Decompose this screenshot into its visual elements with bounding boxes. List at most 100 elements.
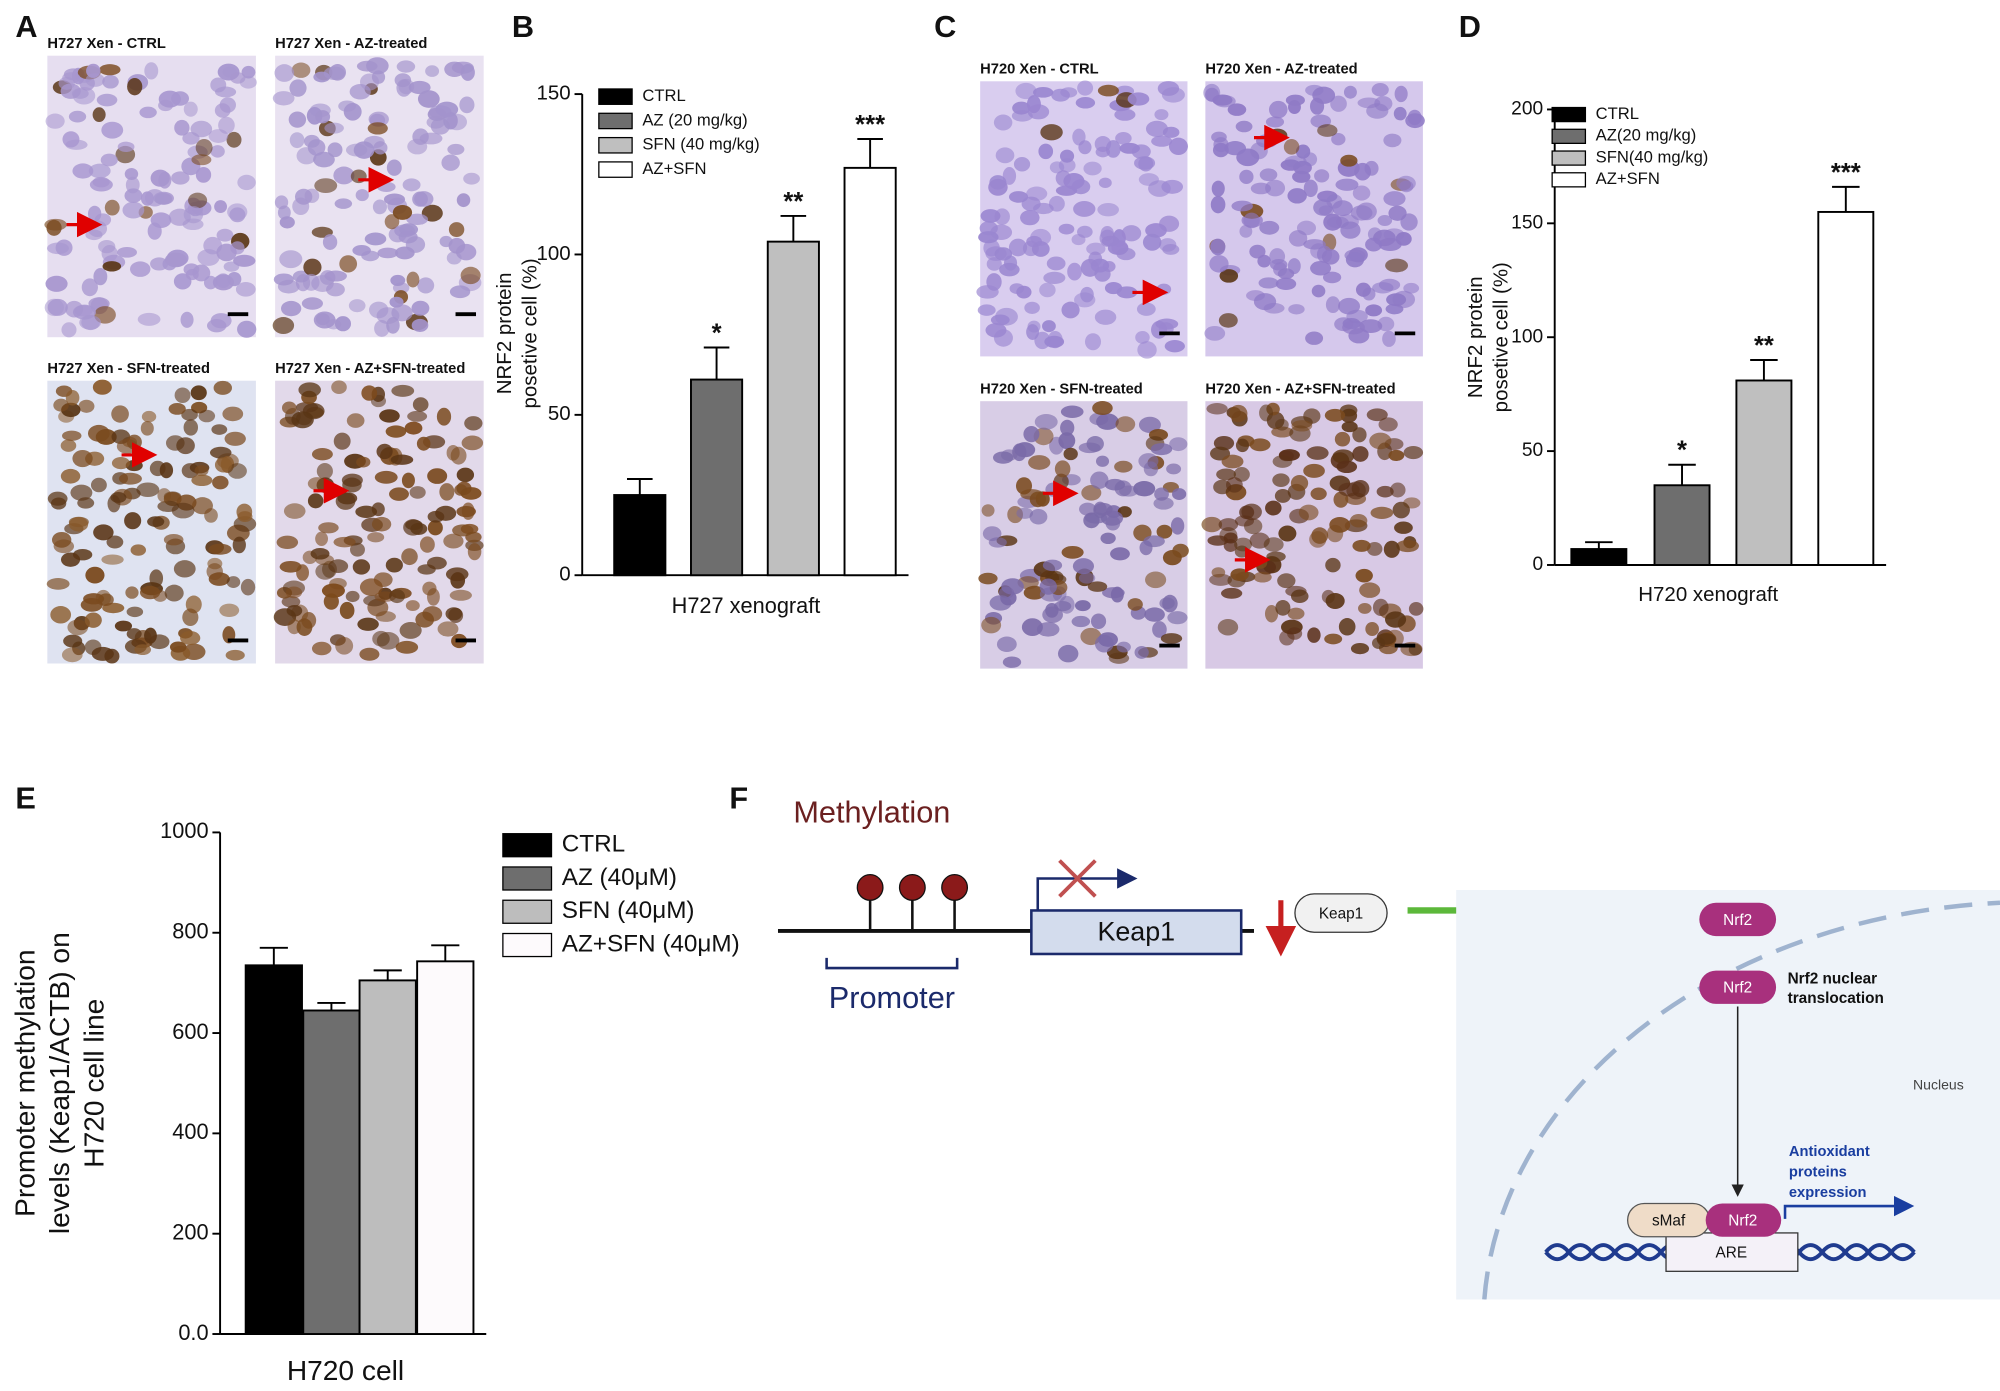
nucleus (213, 380, 232, 395)
nucleus (448, 222, 465, 238)
nucleus (1168, 137, 1188, 155)
legend-swatch (598, 88, 633, 105)
nucleus (281, 596, 301, 608)
nucleus (996, 636, 1017, 653)
nucleus (198, 409, 216, 423)
nucleus (92, 107, 106, 122)
nucleus (1042, 606, 1063, 623)
nucleus (1090, 613, 1107, 629)
nucleus (214, 103, 231, 118)
nucleus (1310, 487, 1327, 501)
y-tick-label: 0 (1533, 554, 1544, 575)
nucleus (1396, 539, 1419, 553)
nucleus (44, 218, 67, 231)
nucleus (1048, 195, 1065, 212)
nucleus (461, 435, 484, 451)
nucleus (1335, 178, 1359, 191)
nucleus (1317, 124, 1338, 137)
nucleus (111, 456, 130, 470)
nucleus (227, 463, 247, 479)
nucleus (1258, 277, 1279, 289)
error-bar (1832, 185, 1860, 212)
nucleus (84, 612, 102, 628)
nucleus (134, 644, 152, 656)
nucleus (1249, 244, 1266, 259)
nucleus (322, 234, 338, 251)
nucleus (1015, 82, 1037, 100)
micrograph: H727 Xen - SFN-treated (46, 361, 257, 664)
nucleus (1034, 331, 1051, 350)
nucleus (1127, 92, 1150, 106)
nucleus (333, 432, 351, 450)
nucleus (126, 434, 142, 450)
nucleus (219, 603, 240, 618)
nucleus (104, 199, 120, 216)
nucleus (301, 297, 323, 310)
nucleus (426, 115, 445, 129)
nucleus (276, 535, 299, 550)
nucleus (110, 491, 127, 503)
nucleus (130, 261, 151, 277)
nucleus (1284, 155, 1307, 168)
nucleus (1359, 582, 1381, 598)
nucleus (1029, 508, 1048, 525)
nucleus (1253, 571, 1272, 583)
micrograph-title: H727 Xen - CTRL (47, 36, 165, 52)
nucleus (1303, 179, 1318, 198)
nucleus (1287, 258, 1301, 275)
nucleus (1161, 179, 1184, 194)
legend-swatch (598, 112, 633, 130)
nucleus (1172, 488, 1187, 501)
nucleus (125, 176, 140, 194)
nucleus (1114, 108, 1136, 121)
nucleus (1383, 133, 1402, 148)
nucleus (405, 600, 420, 612)
nuclear-envelope (1482, 900, 2000, 1300)
nucleus (307, 139, 326, 156)
nucleus (1372, 282, 1394, 294)
nucleus (1341, 421, 1358, 433)
nucleus (1322, 271, 1342, 284)
nucleus (1314, 169, 1330, 183)
nucleus (1024, 301, 1040, 314)
legend-label: SFN (40 mg/kg) (642, 135, 759, 154)
nucleus (130, 544, 146, 556)
nucleus (444, 61, 465, 77)
nucleus (401, 548, 418, 566)
nucleus (224, 431, 246, 446)
nucleus (1330, 95, 1347, 112)
legend-label: AZ (40μM) (562, 864, 677, 891)
expression-arrow (1783, 1195, 1915, 1219)
nucleus (210, 77, 227, 93)
nucleus (1395, 231, 1412, 246)
nucleus (92, 379, 112, 395)
nucleus (1390, 482, 1406, 498)
nucleus (456, 481, 472, 496)
nucleus (1030, 228, 1052, 246)
nucleus (1306, 446, 1329, 460)
nucleus (1086, 242, 1106, 256)
nucleus (1105, 515, 1121, 531)
nucleus (1046, 256, 1066, 271)
nucleus (1332, 200, 1353, 217)
nucleus (174, 387, 191, 403)
nucleus (1338, 618, 1356, 636)
nucleus (1040, 124, 1063, 141)
nucleus (1166, 463, 1182, 475)
micrograph-title: H720 Xen - SFN-treated (980, 382, 1143, 398)
nucleus (1110, 586, 1124, 603)
nucleus (87, 424, 110, 442)
nucleus (1159, 215, 1180, 232)
nucleus (994, 247, 1013, 261)
nucleus (1253, 293, 1277, 311)
nucleus (981, 504, 995, 517)
tss-arrow (1036, 868, 1138, 911)
nucleus (1100, 225, 1114, 241)
nucleus (449, 285, 471, 299)
nucleus (185, 269, 199, 281)
nucleus (1221, 587, 1243, 599)
nucleus (1224, 141, 1247, 156)
nucleus (313, 71, 331, 83)
nucleus (1075, 97, 1096, 109)
nrf2-label: Nrf2 (1723, 980, 1752, 997)
